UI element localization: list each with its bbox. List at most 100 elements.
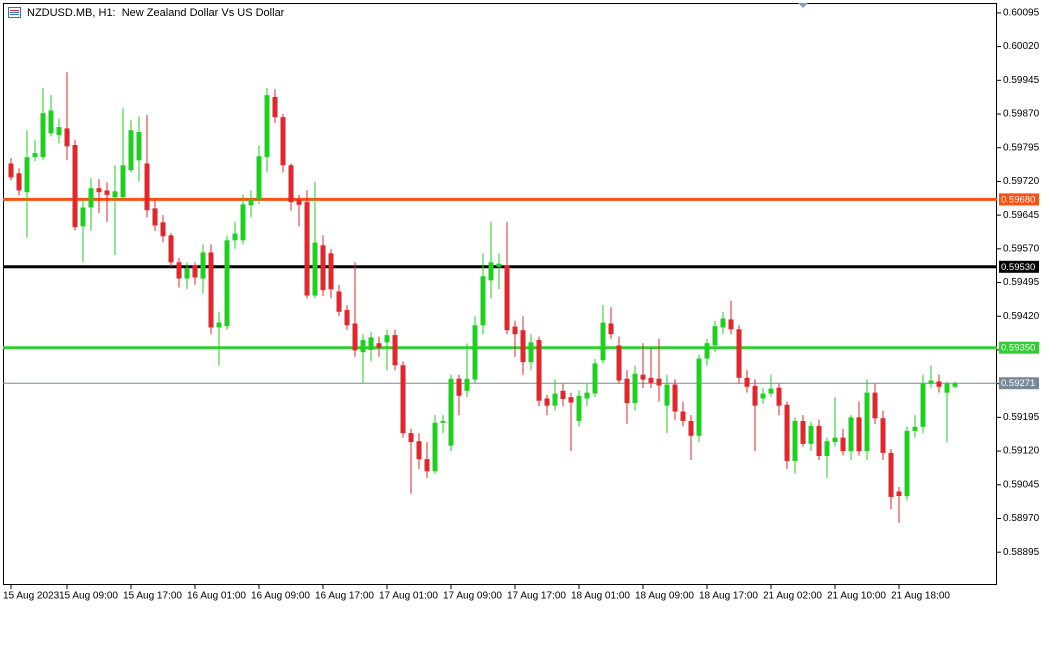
candle-body (496, 263, 502, 267)
candle-body (744, 377, 750, 387)
y-tick-label: 0.58895 (1003, 547, 1040, 558)
candle-body (696, 358, 702, 436)
candle-body (528, 342, 534, 363)
candle-body (752, 385, 758, 406)
candle-body (32, 153, 38, 158)
candle-body (776, 387, 782, 406)
x-tick-label: 15 Aug 17:00 (123, 591, 182, 602)
candle-body (600, 322, 606, 361)
candle-body (632, 373, 638, 403)
candle-body (240, 204, 246, 241)
y-tick-label: 0.59195 (1003, 412, 1040, 423)
level-label: 0.59271 (1001, 378, 1035, 389)
y-tick-label: 0.59645 (1003, 210, 1040, 221)
candle-body (40, 113, 46, 158)
candle-body (552, 393, 558, 406)
candle-body (672, 384, 678, 412)
candle-body (536, 340, 542, 401)
candle-body (760, 393, 766, 399)
candle-body (704, 343, 710, 359)
candle-body (608, 323, 614, 335)
x-tick-label: 21 Aug 18:00 (891, 591, 950, 602)
x-tick-label: 17 Aug 17:00 (507, 591, 566, 602)
candle-body (208, 252, 214, 328)
level-label: 0.59350 (1001, 343, 1035, 354)
level-label: 0.59530 (1001, 262, 1035, 273)
candle-body (920, 383, 926, 427)
candle-body (264, 95, 270, 158)
candle-body (512, 326, 518, 335)
candle-body (352, 323, 358, 351)
y-tick-label: 0.59495 (1003, 277, 1040, 288)
y-tick-label: 0.59870 (1003, 109, 1040, 120)
candle-body (184, 268, 190, 279)
candle-body (480, 276, 486, 326)
candle-body (624, 378, 630, 403)
x-tick-label: 18 Aug 17:00 (699, 591, 758, 602)
candle-body (872, 392, 878, 419)
candle-body (712, 326, 718, 346)
y-tick-label: 0.60020 (1003, 41, 1040, 52)
candle-body (128, 130, 134, 171)
candle-body (296, 199, 302, 205)
candle-body (504, 265, 510, 331)
candle-body (464, 378, 470, 391)
candle-body (680, 411, 686, 421)
candle-body (520, 330, 526, 363)
candle-body (160, 222, 166, 237)
candle-body (384, 335, 390, 343)
candle-body (584, 392, 590, 399)
candle-body (848, 417, 854, 452)
candle-body (856, 417, 862, 452)
candle-body (736, 329, 742, 378)
candle-body (472, 325, 478, 380)
candle-body (592, 363, 598, 394)
candle-body (48, 110, 54, 134)
candle-body (880, 418, 886, 453)
y-tick-label: 0.59795 (1003, 142, 1040, 153)
level-label-box (999, 260, 1039, 273)
candle-body (952, 383, 958, 387)
candle-body (576, 395, 582, 421)
candle-body (304, 202, 310, 296)
candle-body (216, 322, 222, 328)
candle-body (936, 381, 942, 387)
y-tick-label: 0.60095 (1003, 8, 1040, 19)
candle-body (864, 392, 870, 452)
candle-body (320, 245, 326, 291)
candle-body (904, 430, 910, 497)
x-tick-label: 16 Aug 09:00 (251, 591, 310, 602)
x-tick-label: 15 Aug 2023 (3, 591, 60, 602)
candle-body (104, 190, 110, 195)
y-tick-label: 0.59720 (1003, 176, 1040, 187)
x-tick-label: 18 Aug 09:00 (635, 591, 694, 602)
x-tick-label: 16 Aug 01:00 (187, 591, 246, 602)
candle-body (784, 404, 790, 461)
candle-body (648, 377, 654, 383)
symbol-icon (8, 7, 21, 18)
candle-body (656, 378, 662, 386)
candle-body (840, 437, 846, 452)
candle-body (328, 253, 334, 290)
candle-body (88, 188, 94, 208)
candle-body (408, 433, 414, 443)
candle-body (16, 173, 22, 191)
x-tick-label: 15 Aug 09:00 (59, 591, 118, 602)
candle-body (808, 425, 814, 444)
candle-body (168, 235, 174, 263)
candle-body (56, 127, 62, 136)
candle-body (488, 262, 494, 281)
candle-body (616, 345, 622, 381)
candle-body (344, 309, 350, 326)
candle-body (768, 388, 774, 394)
chart-title: NZDUSD.MB, H1: New Zealand Dollar Vs US … (27, 7, 285, 19)
candle-body (200, 252, 206, 279)
candle-body (152, 208, 158, 226)
level-label-box (999, 341, 1039, 354)
candle-body (688, 420, 694, 436)
candle-body (112, 191, 118, 198)
candle-body (928, 380, 934, 384)
candle-body (912, 426, 918, 431)
candle-body (800, 420, 806, 444)
